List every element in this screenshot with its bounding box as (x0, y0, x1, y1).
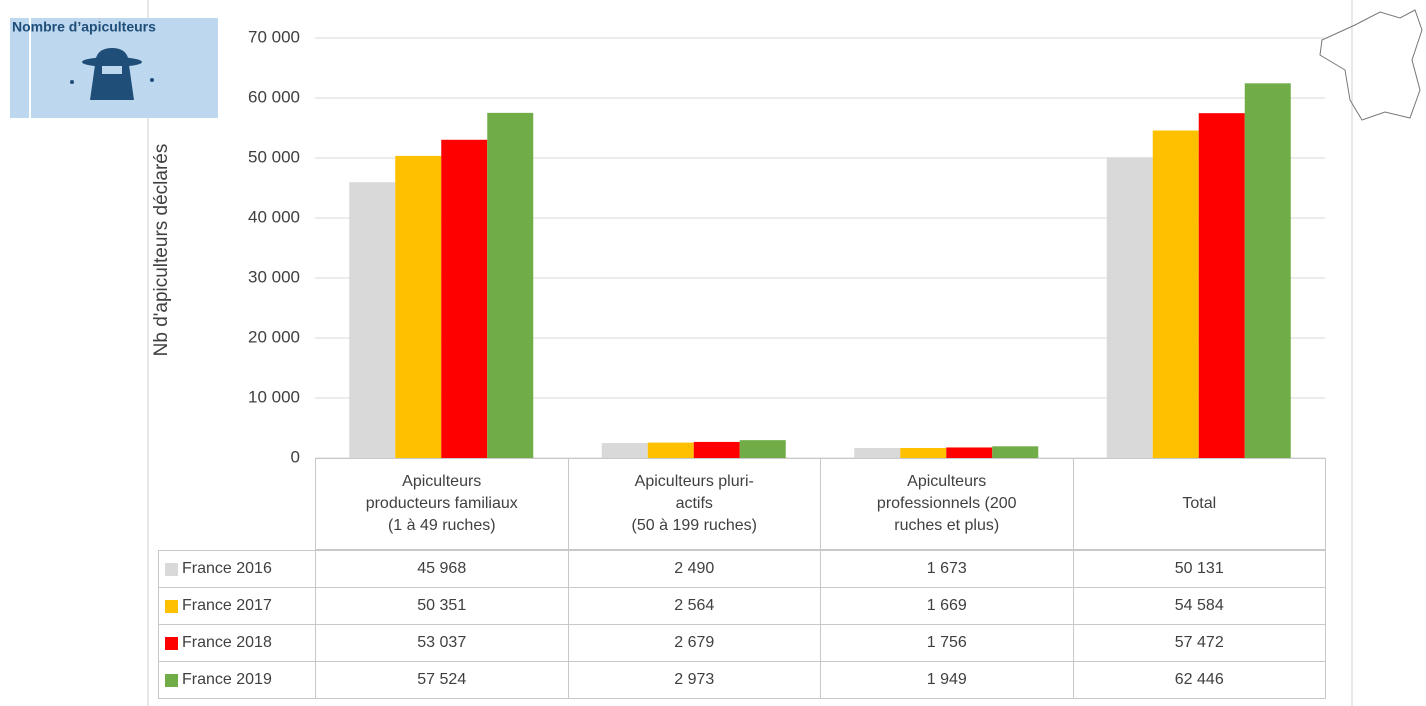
legend-entry: France 2019 (158, 661, 316, 699)
value-cell: 2 490 (567, 550, 821, 588)
value-cell: 57 472 (1072, 624, 1326, 662)
value-cell: 45 968 (315, 550, 569, 588)
france-map (1319, 9, 1423, 121)
value-cell: 1 756 (820, 624, 1074, 662)
bar (693, 441, 740, 458)
badge: Nombre d’apiculteurs (10, 18, 218, 118)
bar (601, 443, 648, 458)
bar (647, 442, 694, 458)
value-cell: 50 131 (1072, 550, 1326, 588)
y-tick-label: 20 000 (248, 327, 300, 346)
y-tick-label: 30 000 (248, 267, 300, 286)
legend-label: France 2019 (182, 671, 272, 688)
value-cell: 2 679 (567, 624, 821, 662)
legend-swatch (165, 562, 178, 576)
bar (395, 155, 442, 459)
legend-entry: France 2017 (158, 587, 316, 625)
bar (739, 440, 786, 458)
value-cell: 2 564 (567, 587, 821, 625)
bee-dot (150, 78, 154, 82)
y-tick-label: 0 (291, 447, 300, 466)
bar (1152, 130, 1199, 458)
y-axis-label: Nb d'apiculteurs déclarés (151, 144, 172, 357)
value-cell: 1 673 (820, 550, 1074, 588)
y-tick-label: 10 000 (248, 387, 300, 406)
bar (349, 182, 396, 458)
value-cell: 54 584 (1072, 587, 1326, 625)
legend-label: France 2016 (182, 560, 272, 577)
badge-text: Nombre d’apiculteurs (12, 19, 156, 35)
value-cell: 1 669 (820, 587, 1074, 625)
legend-swatch (165, 636, 178, 650)
category-cell: Total (1072, 458, 1326, 550)
category-cell: Apiculteurs professionnels (200 ruches e… (820, 458, 1074, 550)
category-cell: Apiculteurs producteurs familiaux (1 à 4… (315, 458, 569, 550)
legend-swatch (165, 673, 178, 687)
bar (1244, 83, 1291, 458)
bar (1106, 157, 1153, 459)
legend-entry: France 2016 (158, 550, 316, 588)
value-cell: 1 949 (820, 661, 1074, 699)
beekeeper-veil (102, 66, 122, 74)
legend-label: France 2017 (182, 597, 272, 614)
bar (487, 112, 534, 458)
legend-label: France 2018 (182, 634, 272, 651)
legend-entry: France 2018 (158, 624, 316, 662)
value-cell: 57 524 (315, 661, 569, 699)
value-cell: 50 351 (315, 587, 569, 625)
y-tick-label: 70 000 (248, 27, 300, 46)
bee-dot (70, 80, 74, 84)
value-cell: 2 973 (567, 661, 821, 699)
category-cell: Apiculteurs pluri- actifs (50 à 199 ruch… (567, 458, 821, 550)
bar (441, 139, 488, 458)
beekeeper-hat (82, 57, 142, 67)
bar (1198, 113, 1245, 458)
value-cell: 62 446 (1072, 661, 1326, 699)
bar (854, 447, 901, 458)
legend-swatch (165, 599, 178, 613)
y-tick-label: 40 000 (248, 207, 300, 226)
bar (900, 447, 947, 458)
bar (946, 447, 993, 458)
bar (992, 446, 1039, 458)
y-tick-label: 60 000 (248, 87, 300, 106)
y-tick-label: 50 000 (248, 147, 300, 166)
value-cell: 53 037 (315, 624, 569, 662)
